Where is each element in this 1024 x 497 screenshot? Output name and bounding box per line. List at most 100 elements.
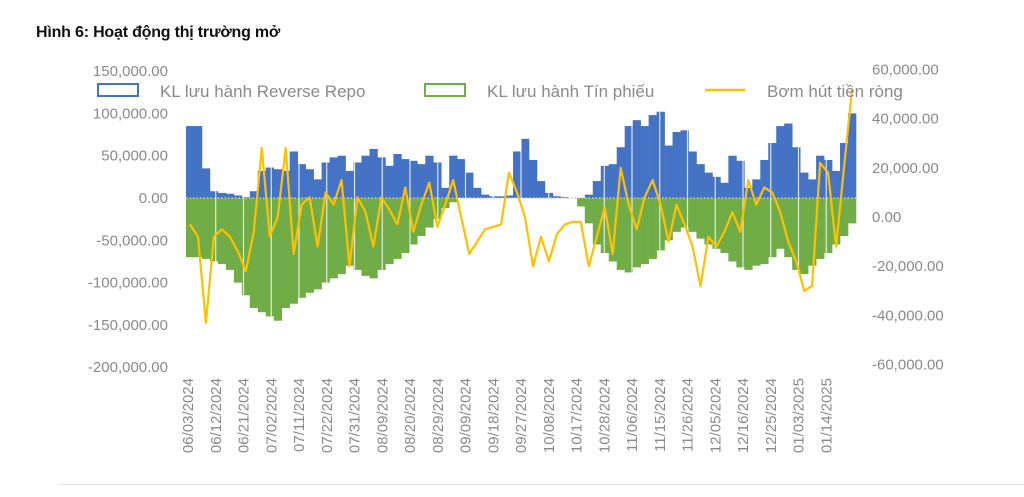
x-axis: 06/03/2024 06/12/2024 06/21/2024 07/02/2024… [180,378,835,453]
reverse-repo-bar [656,111,665,198]
tin-phieu-bar [369,198,378,279]
reverse-repo-bar [664,145,673,198]
tin-phieu-bar [816,198,825,259]
tin-phieu-bar [401,198,410,253]
right-tick-label: 0.00 [872,209,901,226]
reverse-repo-bar [848,113,857,198]
reverse-repo-bar [361,155,370,198]
right-tick-label: -40,000.00 [872,307,944,324]
legend-swatch-tin-phieu [424,83,466,97]
reverse-repo-bar [832,170,841,198]
reverse-repo-bar [209,191,219,198]
tin-phieu-bar [345,198,354,266]
left-tick-label: 100,000.00 [93,105,168,122]
tin-phieu-bar [186,198,195,258]
tin-phieu-bar [744,198,753,270]
reverse-repo-bar [608,164,618,198]
x-tick-label: 07/22/2024 [319,378,336,453]
tin-phieu-bar [393,198,402,259]
reverse-repo-bar [760,159,769,198]
reverse-repo-bar [321,162,330,198]
vertical-separators [215,100,827,340]
x-tick-label: 09/27/2024 [513,378,530,453]
reverse-repo-bar [808,179,817,198]
reverse-repo-bar [377,157,386,198]
reverse-repo-bar [249,191,259,198]
reverse-repo-bar [297,164,306,198]
tin-phieu-bar [776,198,785,249]
tin-phieu-bar [680,198,689,228]
tin-phieu-bar [273,198,283,321]
tin-phieu-bar [624,198,633,273]
tin-phieu-bar [616,198,625,270]
x-tick-label: 01/14/2025 [818,378,835,453]
reverse-repo-bar [552,196,562,198]
tin-phieu-bar [217,198,227,264]
reverse-repo-bar [473,187,482,198]
reverse-repo-bar [521,138,530,198]
reverse-repo-bar [800,172,809,198]
right-axis: 60,000.00 40,000.00 20,000.00 0.00 -20,000.0… [872,61,944,373]
reverse-repo-bar [305,169,314,198]
reverse-repo-bar [481,194,490,198]
reverse-repo-bar [457,159,466,198]
reverse-repo-bar [505,195,514,198]
legend-swatch-reverse-repo [97,83,139,97]
right-tick-label: 20,000.00 [872,160,939,177]
reverse-repo-bar [186,126,195,198]
tin-phieu-bar [712,198,721,249]
reverse-repo-bar [217,192,227,198]
tin-phieu-bar [353,198,362,270]
reverse-repo-bar [712,176,721,198]
tin-phieu-bar [225,198,235,270]
tin-phieu-bar [672,198,681,232]
tin-phieu-bar [201,198,211,259]
right-tick-label: -20,000.00 [872,258,944,275]
reverse-repo-bar [353,162,362,198]
tin-phieu-bar [377,198,386,270]
reverse-repo-bar [536,181,546,198]
reverse-repo-bar [289,151,298,198]
reverse-repo-bar [465,172,474,198]
tin-phieu-bar [824,198,833,253]
reverse-repo-bar [728,155,737,198]
tin-phieu-bar [792,198,801,270]
x-tick-label: 12/16/2024 [735,378,752,453]
tin-phieu-bar [696,198,705,239]
reverse-repo-bar [233,195,243,198]
reverse-repo-bar [784,123,793,198]
reverse-repo-bar [329,157,338,198]
reverse-repo-bar [768,143,777,198]
tin-phieu-bar [305,198,314,293]
left-tick-label: -100,000.00 [88,275,168,292]
tin-phieu-bar [832,198,841,245]
reverse-repo-bar [640,126,649,198]
reverse-repo-bar [393,154,402,198]
tin-phieu-bar [752,198,761,266]
reverse-repo-bar [417,164,426,198]
reverse-repo-bar [497,196,506,198]
reverse-repo-bar [624,126,633,198]
x-tick-label: 06/21/2024 [236,378,253,453]
right-tick-label: 40,000.00 [872,111,939,128]
x-tick-label: 08/29/2024 [430,378,447,453]
x-tick-label: 12/05/2024 [707,378,724,453]
reverse-repo-bar [776,126,785,198]
tin-phieu-bar [848,198,857,224]
tin-phieu-bar [648,198,657,259]
reverse-repo-bar [704,172,713,198]
tin-phieu-bar [640,198,649,264]
tin-phieu-bar [257,198,267,313]
reverse-repo-bar [584,194,594,198]
reverse-repo-bar [313,179,322,198]
tin-phieu-bar [241,198,251,296]
reverse-repo-bar [401,159,410,198]
reverse-repo-bar [513,151,522,198]
bar-series [186,111,857,321]
tin-phieu-bar [249,198,259,308]
tin-phieu-bar [329,198,338,279]
tin-phieu-bar [265,198,275,317]
tin-phieu-bar [584,198,594,224]
x-tick-label: 01/03/2025 [791,378,808,453]
reverse-repo-bar [441,187,450,198]
